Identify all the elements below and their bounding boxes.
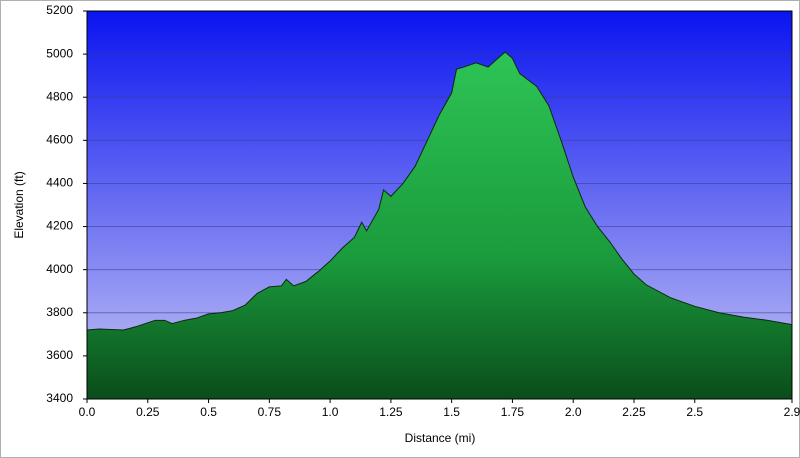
y-tick-label: 3600 <box>46 348 73 362</box>
x-tick-label: 2.0 <box>565 405 582 419</box>
x-tick-label: 0.0 <box>79 405 96 419</box>
y-tick-label: 4800 <box>46 89 73 103</box>
y-tick-label: 4600 <box>46 133 73 147</box>
elevation-line <box>86 51 793 331</box>
x-tick-label: 0.5 <box>200 405 217 419</box>
x-tick-label: 2.5 <box>686 405 703 419</box>
y-tick-label: 3800 <box>46 305 73 319</box>
y-tick-label: 5200 <box>46 3 73 17</box>
y-tick-label: 4200 <box>46 219 73 233</box>
x-tick-label: 0.75 <box>258 405 282 419</box>
x-tick-label: 1.75 <box>501 405 525 419</box>
y-axis-label: Elevation (ft) <box>12 171 26 238</box>
x-tick-label: 1.25 <box>379 405 403 419</box>
x-tick-label: 1.5 <box>443 405 460 419</box>
y-tick-label: 4400 <box>46 176 73 190</box>
x-tick-label: 0.25 <box>136 405 160 419</box>
y-tick-label: 4000 <box>46 262 73 276</box>
elevation-area <box>87 51 792 399</box>
x-tick-label: 2.9 <box>784 405 800 419</box>
y-tick-label: 5000 <box>46 46 73 60</box>
plot-border <box>86 10 793 400</box>
x-tick-label: 2.25 <box>622 405 646 419</box>
x-axis-label: Distance (mi) <box>405 431 476 445</box>
y-tick-label: 3400 <box>46 391 73 405</box>
x-tick-label: 1.0 <box>322 405 339 419</box>
